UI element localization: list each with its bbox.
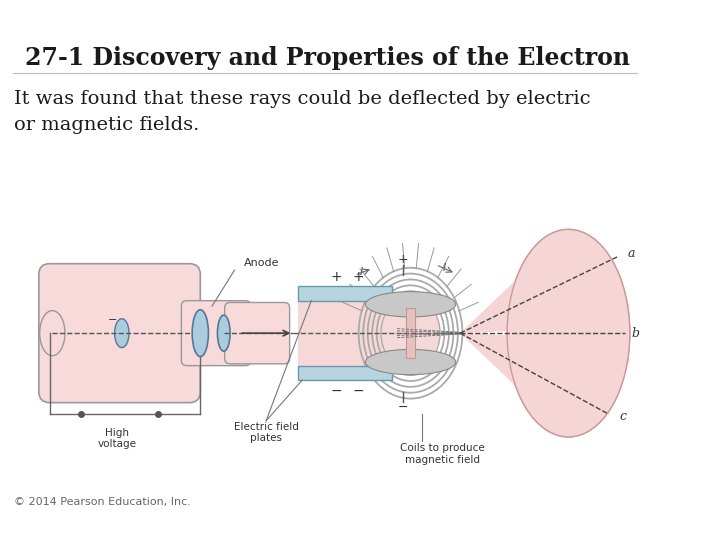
Ellipse shape <box>507 230 630 437</box>
Text: High
voltage: High voltage <box>98 428 137 449</box>
Text: −: − <box>353 384 364 397</box>
Text: b: b <box>631 327 639 340</box>
Polygon shape <box>460 239 630 333</box>
Polygon shape <box>460 333 630 428</box>
Text: I: I <box>359 267 363 277</box>
Text: −: − <box>108 315 117 325</box>
FancyBboxPatch shape <box>298 366 392 380</box>
Ellipse shape <box>114 319 129 348</box>
FancyBboxPatch shape <box>181 301 251 366</box>
Text: Anode: Anode <box>244 258 279 268</box>
Bar <box>298 301 392 366</box>
Ellipse shape <box>217 315 230 351</box>
FancyBboxPatch shape <box>225 302 289 364</box>
Text: +: + <box>398 253 409 266</box>
Ellipse shape <box>382 297 439 369</box>
Ellipse shape <box>366 292 456 317</box>
Text: c: c <box>620 410 627 423</box>
FancyBboxPatch shape <box>298 286 392 301</box>
Bar <box>406 308 415 359</box>
Text: I: I <box>444 263 446 273</box>
Ellipse shape <box>40 310 65 356</box>
Text: +: + <box>330 269 342 284</box>
Text: Electric field
plates: Electric field plates <box>234 422 299 443</box>
Text: +: + <box>353 269 364 284</box>
Ellipse shape <box>507 230 630 437</box>
Text: a: a <box>627 247 634 260</box>
Ellipse shape <box>192 310 208 356</box>
Ellipse shape <box>366 349 456 375</box>
Text: © 2014 Pearson Education, Inc.: © 2014 Pearson Education, Inc. <box>14 497 190 507</box>
Text: Coils to produce
magnetic field: Coils to produce magnetic field <box>400 443 485 465</box>
Text: +
+: + + <box>197 320 204 341</box>
Text: It was found that these rays could be deflected by electric
or magnetic fields.: It was found that these rays could be de… <box>14 90 590 134</box>
Text: −: − <box>398 401 408 414</box>
Text: −: − <box>330 384 342 397</box>
Text: 27-1 Discovery and Properties of the Electron: 27-1 Discovery and Properties of the Ele… <box>25 46 630 70</box>
FancyBboxPatch shape <box>39 264 200 403</box>
